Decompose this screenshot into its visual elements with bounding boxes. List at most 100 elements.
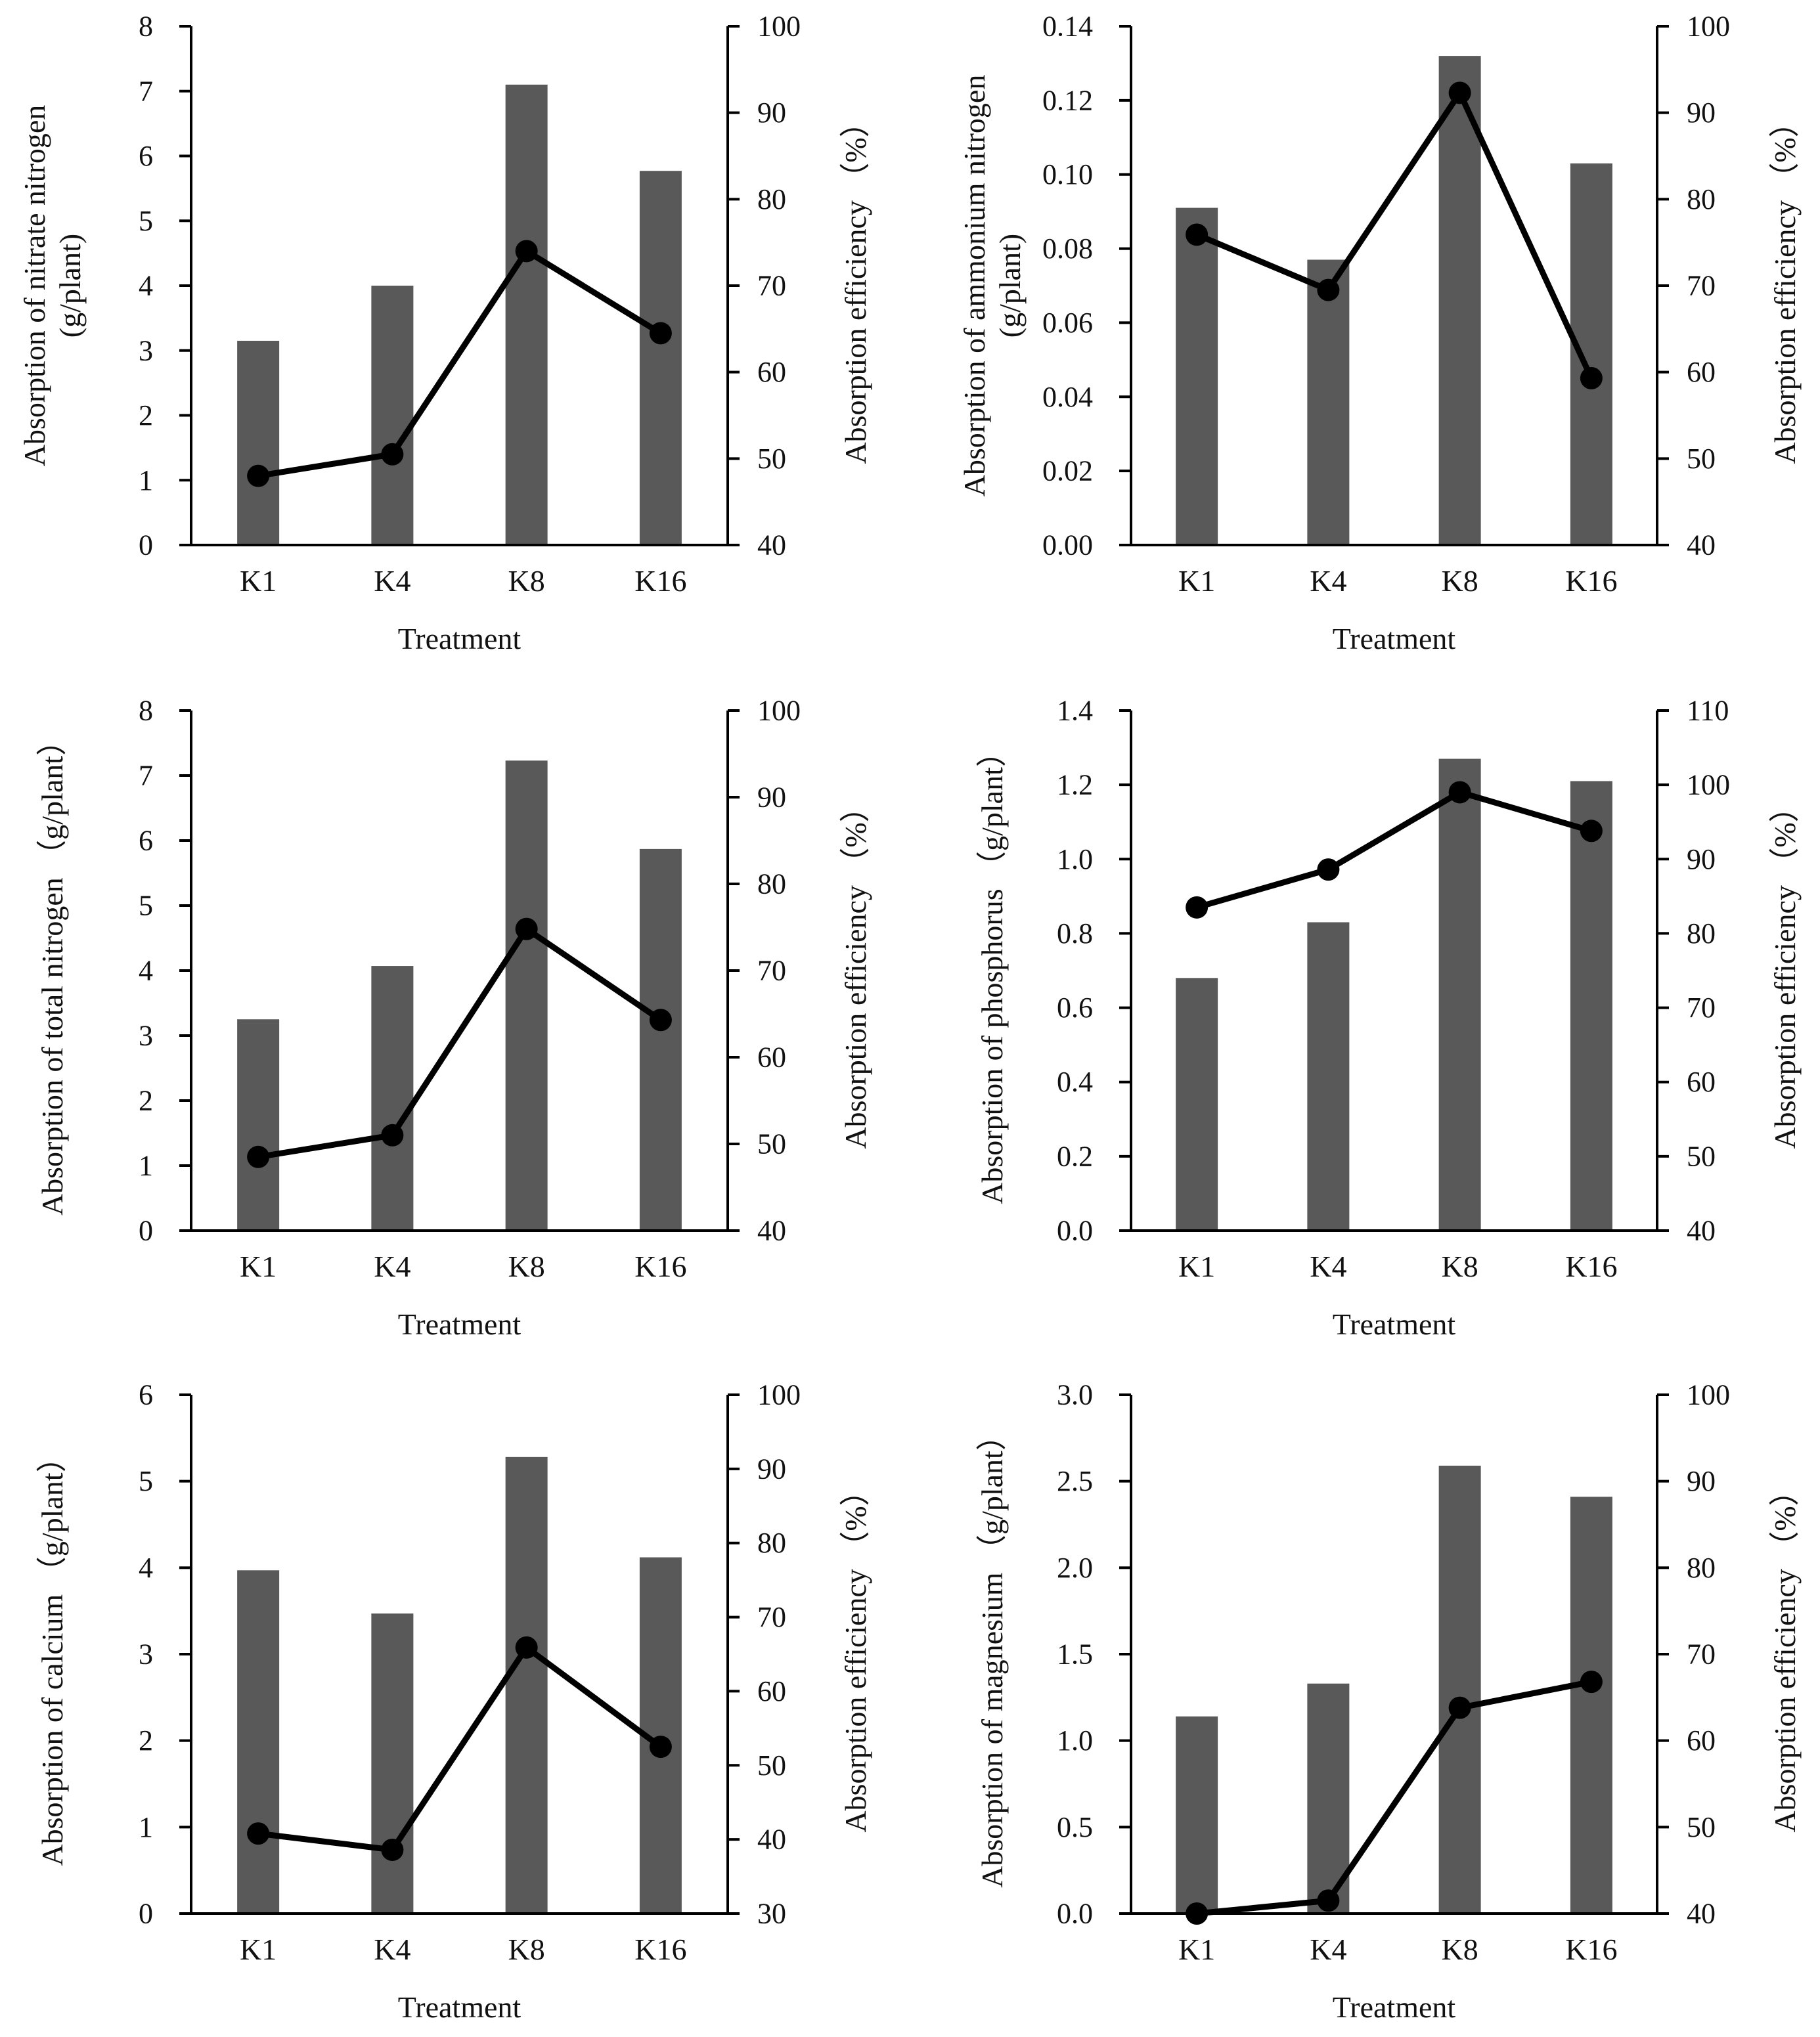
left-tick-label: 5 bbox=[139, 1465, 153, 1497]
efficiency-point-k8 bbox=[1448, 781, 1471, 804]
left-tick-label: 2.0 bbox=[1057, 1552, 1093, 1584]
left-tick-label: 8 bbox=[139, 695, 153, 727]
efficiency-point-k16 bbox=[1580, 820, 1603, 843]
efficiency-line bbox=[1195, 89, 1594, 380]
x-axis-title: Treatment bbox=[398, 622, 522, 655]
category-label: K16 bbox=[1565, 1250, 1617, 1283]
right-tick-label: 60 bbox=[757, 356, 786, 388]
left-tick-label: 0.08 bbox=[1042, 232, 1093, 265]
efficiency-point-k8 bbox=[1448, 81, 1471, 104]
efficiency-point-k4 bbox=[1317, 1889, 1340, 1912]
bar-k16 bbox=[1570, 163, 1612, 546]
left-tick-label: 0.04 bbox=[1042, 381, 1093, 413]
right-tick-label: 60 bbox=[1687, 1724, 1716, 1757]
left-axis-title-line: (g/plant) bbox=[53, 234, 87, 338]
right-tick-label: 50 bbox=[1687, 1140, 1716, 1172]
right-tick-label: 110 bbox=[1687, 695, 1729, 727]
right-axis-title: Absorption efficiency （%） bbox=[1768, 1476, 1802, 1832]
efficiency-point-k4 bbox=[1317, 278, 1340, 301]
left-tick-label: 2 bbox=[139, 1724, 153, 1757]
efficiency-point-k16 bbox=[1580, 1671, 1603, 1694]
bar-k1 bbox=[1176, 1716, 1218, 1914]
chart-panel-6: 0.0 0.5 1.0 1.5 2.0 2.5 3.0 40 50 60 70 80 90 100 K1 K4… bbox=[975, 1379, 1802, 2025]
right-tick-label: 80 bbox=[757, 1527, 786, 1559]
efficiency-point-k1 bbox=[247, 1822, 270, 1845]
efficiency-line bbox=[257, 1644, 663, 1853]
right-axis-title: Absorption efficiency （%） bbox=[839, 1476, 872, 1832]
left-tick-label: 0.5 bbox=[1057, 1811, 1093, 1843]
bar-k4 bbox=[371, 966, 414, 1231]
category-label: K16 bbox=[634, 1933, 686, 1966]
left-tick-label: 8 bbox=[139, 11, 153, 43]
right-tick-label: 40 bbox=[1687, 1898, 1716, 1930]
x-axis-title: Treatment bbox=[1333, 1990, 1456, 2024]
left-tick-label: 0.12 bbox=[1042, 84, 1093, 116]
right-tick-label: 50 bbox=[1687, 443, 1716, 475]
right-tick-label: 90 bbox=[1687, 1465, 1716, 1497]
left-tick-label: 2.5 bbox=[1057, 1465, 1093, 1497]
bar-k4 bbox=[371, 286, 414, 545]
category-label: K16 bbox=[634, 1250, 686, 1283]
left-tick-label: 1 bbox=[139, 464, 153, 496]
category-label: K4 bbox=[1310, 1933, 1346, 1966]
right-tick-label: 100 bbox=[757, 11, 801, 43]
efficiency-point-k8 bbox=[515, 240, 538, 263]
efficiency-point-k16 bbox=[1580, 366, 1603, 389]
category-label: K4 bbox=[1310, 1250, 1346, 1283]
x-axis-title: Treatment bbox=[1333, 622, 1456, 655]
bar-k1 bbox=[237, 1019, 280, 1231]
right-tick-label: 70 bbox=[757, 270, 786, 302]
left-tick-label: 7 bbox=[139, 75, 153, 107]
bar-k8 bbox=[505, 760, 548, 1231]
bar-k4 bbox=[1307, 922, 1350, 1231]
right-tick-label: 80 bbox=[1687, 183, 1716, 215]
category-label: K1 bbox=[240, 1250, 277, 1283]
left-axis-title: Absorption of magnesium （g/plant） bbox=[975, 1420, 1009, 1888]
left-axis-title: Absorption of phosphorus （g/plant） bbox=[975, 737, 1009, 1204]
left-tick-label: 5 bbox=[139, 890, 153, 922]
efficiency-point-k4 bbox=[381, 1124, 404, 1147]
efficiency-point-k1 bbox=[1186, 223, 1209, 246]
left-tick-label: 0.4 bbox=[1057, 1066, 1093, 1098]
efficiency-point-k4 bbox=[381, 1838, 404, 1861]
efficiency-point-k1 bbox=[1186, 896, 1209, 919]
right-tick-label: 80 bbox=[757, 868, 786, 900]
left-tick-label: 6 bbox=[139, 1379, 153, 1411]
left-tick-label: 3 bbox=[139, 1638, 153, 1671]
left-axis-title-line: Absorption of nitrate nitrogen bbox=[18, 105, 51, 467]
right-tick-label: 40 bbox=[1687, 1215, 1716, 1247]
right-tick-label: 100 bbox=[757, 1379, 801, 1411]
left-tick-label: 1.5 bbox=[1057, 1638, 1093, 1671]
x-axis-title: Treatment bbox=[1333, 1307, 1456, 1341]
left-tick-label: 3 bbox=[139, 334, 153, 366]
left-tick-label: 0 bbox=[139, 1215, 153, 1247]
efficiency-point-k4 bbox=[1317, 858, 1340, 881]
right-tick-label: 70 bbox=[1687, 992, 1716, 1024]
right-tick-label: 90 bbox=[1687, 97, 1716, 129]
category-label: K4 bbox=[374, 1250, 411, 1283]
left-tick-label: 0.14 bbox=[1042, 11, 1093, 43]
left-tick-label: 1.0 bbox=[1057, 843, 1093, 875]
left-axis-title-line: Absorption of calcium （g/plant） bbox=[35, 1442, 69, 1866]
left-axis-title-line: Absorption of magnesium （g/plant） bbox=[975, 1420, 1009, 1888]
chart-panel-4: 0.0 0.2 0.4 0.6 0.8 1.0 1.2 1.4 40 50 60 70 80 90 100 1… bbox=[975, 695, 1802, 1342]
left-tick-label: 0 bbox=[139, 1898, 153, 1930]
left-tick-label: 4 bbox=[139, 955, 153, 987]
left-tick-label: 4 bbox=[139, 270, 153, 302]
bar-k16 bbox=[639, 848, 682, 1231]
efficiency-point-k1 bbox=[247, 464, 270, 487]
category-label: K4 bbox=[1310, 564, 1346, 598]
left-tick-label: 2 bbox=[139, 399, 153, 431]
efficiency-point-k16 bbox=[649, 322, 672, 345]
category-label: K8 bbox=[1442, 1933, 1478, 1966]
right-axis-title: Absorption efficiency （%） bbox=[1768, 107, 1802, 464]
left-tick-label: 0.0 bbox=[1057, 1215, 1093, 1247]
right-tick-label: 40 bbox=[757, 1215, 786, 1247]
chart-panel-1: 0 1 2 3 4 5 6 7 8 40 50 60 70 80 90 100 K1 K4 K8 K16 Treatme… bbox=[18, 11, 872, 656]
efficiency-point-k8 bbox=[515, 917, 538, 940]
bar-k8 bbox=[1438, 758, 1481, 1231]
category-label: K8 bbox=[508, 564, 545, 598]
left-axis-title-line: Absorption of phosphorus （g/plant） bbox=[975, 737, 1009, 1204]
bar-k16 bbox=[1570, 1497, 1612, 1914]
